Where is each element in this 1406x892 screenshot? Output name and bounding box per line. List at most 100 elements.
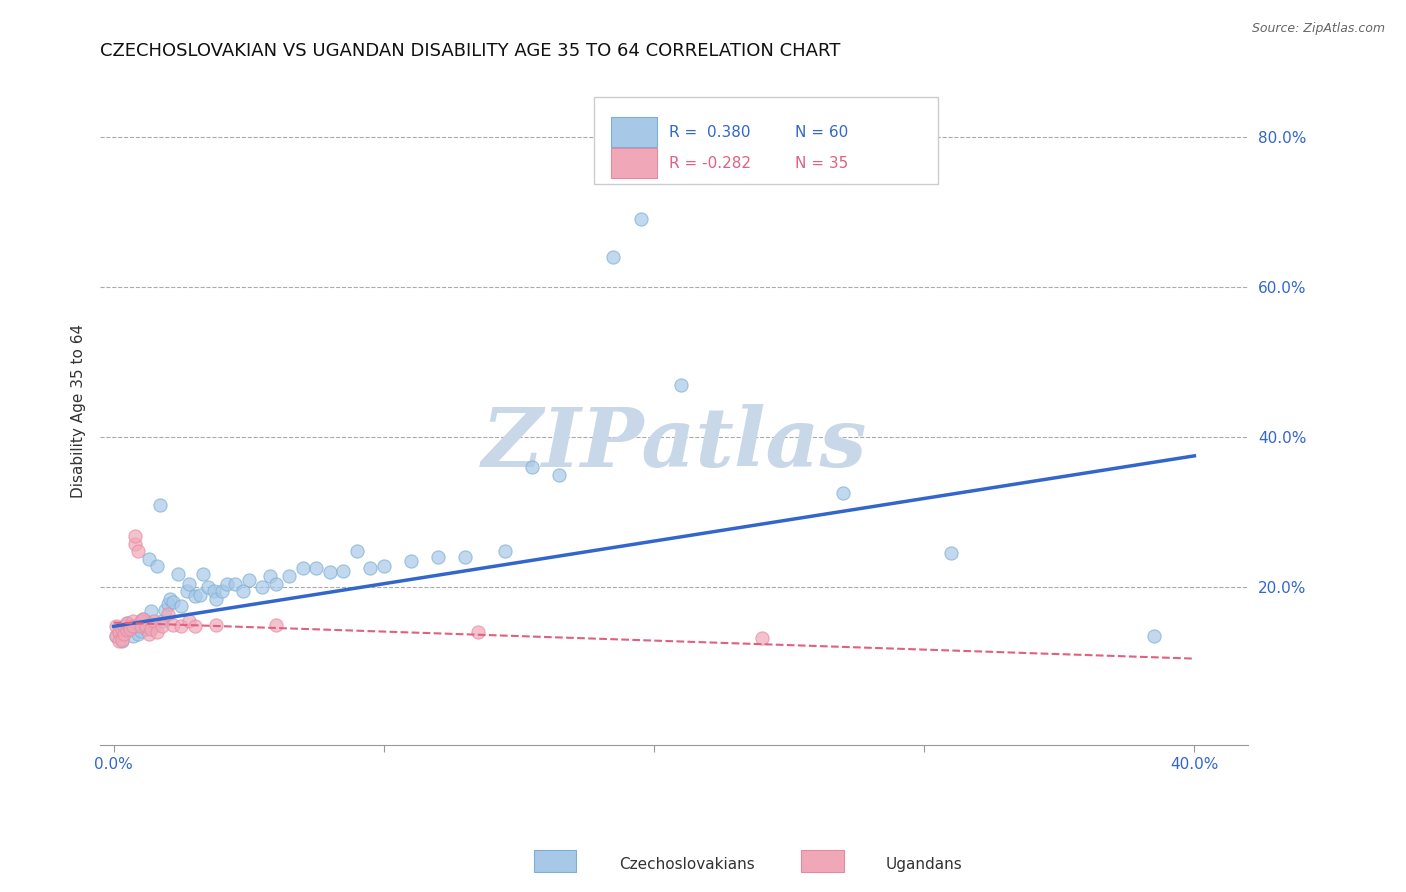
Point [252, 580, 274, 594]
Point [129, 624, 152, 638]
Point [602, 250, 624, 264]
Point [426, 550, 449, 565]
Point [319, 566, 342, 580]
Point [183, 619, 205, 633]
Point [156, 607, 179, 621]
Point [143, 619, 166, 633]
Point [346, 544, 368, 558]
Point [205, 617, 228, 632]
Text: Czechoslovakians: Czechoslovakians [619, 857, 755, 872]
Point [111, 634, 134, 648]
Point [751, 632, 773, 646]
Point [399, 554, 422, 568]
Point [105, 629, 128, 643]
Point [105, 619, 128, 633]
Point [1143, 629, 1166, 643]
Point [332, 564, 354, 578]
Point [146, 559, 169, 574]
Text: R =  0.380: R = 0.380 [668, 125, 749, 139]
Point [141, 604, 163, 618]
Point [115, 623, 138, 637]
Point [153, 603, 176, 617]
Point [494, 544, 516, 558]
Point [205, 591, 228, 606]
Point [150, 614, 173, 628]
Point [170, 599, 193, 613]
Point [148, 498, 170, 512]
Point [129, 619, 152, 633]
Point [138, 551, 160, 566]
Point [129, 614, 152, 628]
Point [135, 622, 157, 636]
Point [305, 561, 328, 575]
Text: N = 60: N = 60 [794, 125, 848, 139]
Point [111, 622, 134, 636]
Point [291, 561, 314, 575]
Point [264, 617, 287, 632]
Point [167, 566, 190, 581]
Point [188, 588, 211, 602]
Point [121, 629, 143, 643]
Point [179, 576, 201, 591]
Point [118, 622, 141, 636]
Point [467, 625, 489, 640]
Point [118, 619, 141, 633]
Point [232, 584, 254, 599]
Point [156, 597, 179, 611]
Point [135, 619, 157, 633]
Text: R = -0.282: R = -0.282 [668, 156, 751, 171]
Point [211, 584, 233, 599]
Point [454, 550, 477, 565]
Point [141, 622, 163, 636]
Point [127, 544, 149, 558]
Point [105, 629, 128, 643]
Point [127, 627, 149, 641]
FancyBboxPatch shape [593, 96, 938, 184]
Point [359, 561, 381, 575]
Point [162, 617, 184, 632]
Point [114, 619, 136, 633]
Point [832, 486, 855, 500]
Point [132, 612, 155, 626]
Point [179, 614, 201, 628]
Point [264, 576, 287, 591]
Point [176, 584, 198, 599]
Point [548, 467, 571, 482]
FancyBboxPatch shape [612, 148, 657, 178]
Point [197, 580, 219, 594]
Point [124, 537, 146, 551]
Text: ZIPatlas: ZIPatlas [481, 404, 868, 484]
Point [108, 625, 131, 640]
Text: Ugandans: Ugandans [886, 857, 963, 872]
Point [115, 616, 138, 631]
Text: N = 35: N = 35 [794, 156, 848, 171]
Point [373, 559, 395, 574]
Point [143, 614, 166, 628]
Point [115, 616, 138, 631]
Point [114, 627, 136, 641]
Point [108, 634, 131, 648]
Point [202, 584, 225, 599]
Point [238, 573, 260, 587]
Point [108, 625, 131, 640]
Point [259, 569, 281, 583]
Point [111, 632, 134, 647]
Point [121, 614, 143, 628]
Point [669, 377, 692, 392]
Point [170, 619, 193, 633]
Point [138, 627, 160, 641]
Point [162, 595, 184, 609]
Point [124, 619, 146, 633]
Point [135, 614, 157, 628]
Point [132, 612, 155, 626]
Y-axis label: Disability Age 35 to 64: Disability Age 35 to 64 [72, 324, 86, 498]
FancyBboxPatch shape [612, 117, 657, 147]
Point [159, 591, 181, 606]
Point [191, 566, 214, 581]
Point [278, 569, 301, 583]
Point [630, 212, 652, 227]
Point [217, 576, 239, 591]
Point [146, 625, 169, 640]
Point [183, 589, 205, 603]
Point [124, 529, 146, 543]
